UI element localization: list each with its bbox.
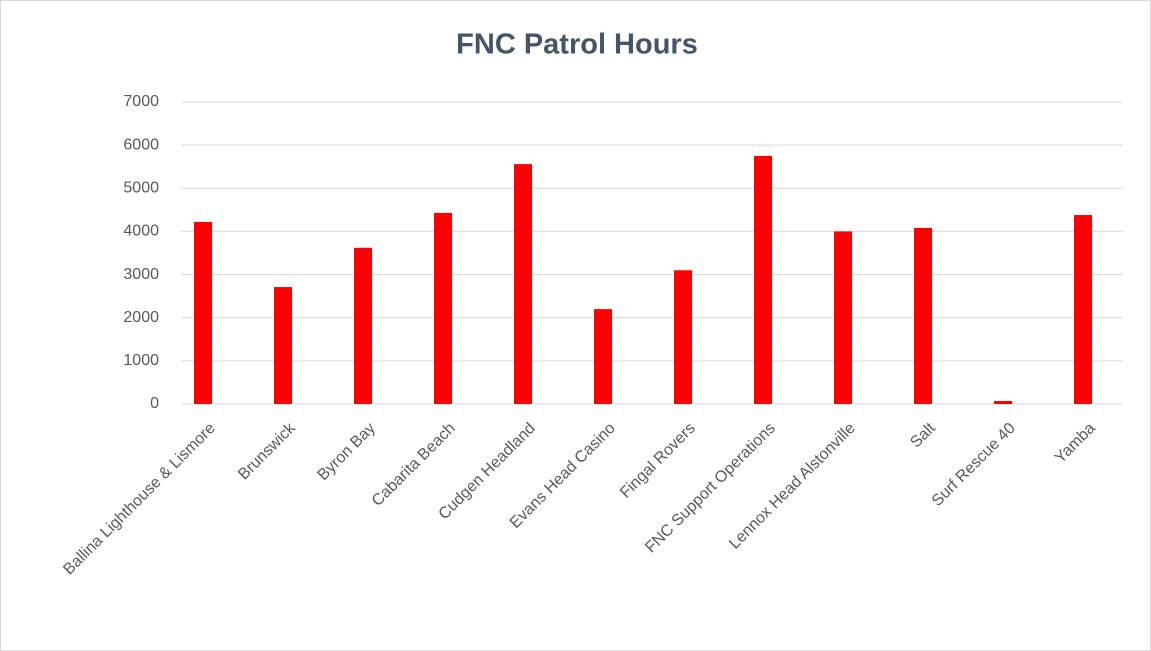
- y-tick-label: 5000: [123, 180, 159, 197]
- bar: [514, 164, 532, 404]
- y-tick-label: 7000: [123, 93, 159, 110]
- chart-title: FNC Patrol Hours: [456, 29, 698, 61]
- y-tick-label: 0: [150, 395, 159, 412]
- bar: [354, 247, 372, 404]
- y-tick-label: 6000: [123, 136, 159, 153]
- bar: [994, 400, 1012, 404]
- bar: [434, 212, 452, 404]
- y-tick-label: 4000: [123, 223, 159, 240]
- bar: [594, 309, 612, 404]
- bar: [1074, 215, 1092, 404]
- y-tick-label: 3000: [123, 266, 159, 283]
- bar: [274, 287, 292, 404]
- bar: [914, 227, 932, 404]
- bar: [674, 270, 692, 404]
- bar: [194, 221, 212, 404]
- bar: [834, 231, 852, 404]
- y-tick-label: 1000: [123, 352, 159, 369]
- bar: [754, 155, 772, 404]
- y-tick-label: 2000: [123, 309, 159, 326]
